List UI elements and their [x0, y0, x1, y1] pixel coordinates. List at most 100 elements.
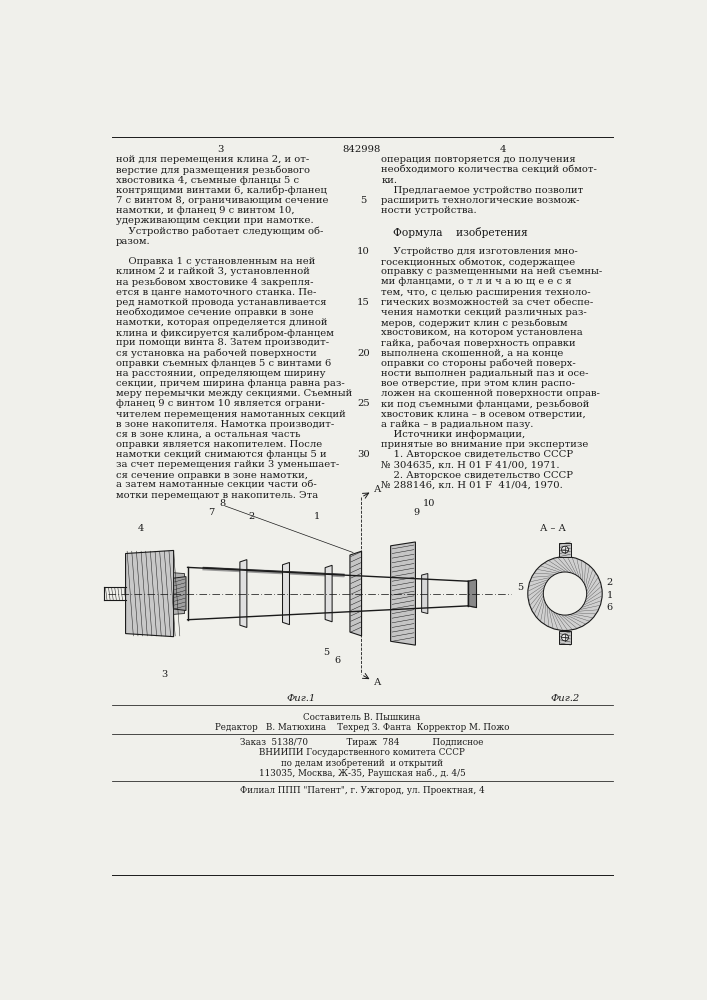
Text: удерживающим секции при намотке.: удерживающим секции при намотке. — [115, 216, 313, 225]
Text: Предлагаемое устройство позволит: Предлагаемое устройство позволит — [381, 186, 583, 195]
Text: меру перемычки между секциями. Съемный: меру перемычки между секциями. Съемный — [115, 389, 352, 398]
Text: ложен на скошенной поверхности оправ-: ложен на скошенной поверхности оправ- — [381, 389, 600, 398]
Text: ся установка на рабочей поверхности: ся установка на рабочей поверхности — [115, 349, 316, 358]
Polygon shape — [559, 543, 571, 557]
Text: тем, что, с целью расширения техноло-: тем, что, с целью расширения техноло- — [381, 288, 591, 297]
Text: необходимого количества секций обмот-: необходимого количества секций обмот- — [381, 166, 597, 175]
Text: оправки является накопителем. После: оправки является накопителем. После — [115, 440, 322, 449]
Text: намотки секций снимаются фланцы 5 и: намотки секций снимаются фланцы 5 и — [115, 450, 326, 459]
Text: 4: 4 — [500, 145, 506, 154]
Text: 1. Авторское свидетельство СССР: 1. Авторское свидетельство СССР — [381, 450, 573, 459]
Text: 9: 9 — [413, 508, 419, 517]
Text: клином 2 и гайкой 3, установленной: клином 2 и гайкой 3, установленной — [115, 267, 310, 276]
Text: 2. Авторское свидетельство СССР: 2. Авторское свидетельство СССР — [381, 471, 573, 480]
Circle shape — [543, 572, 587, 615]
Polygon shape — [203, 567, 344, 577]
Text: госекционных обмоток, содержащее: госекционных обмоток, содержащее — [381, 257, 575, 267]
Text: клина и фиксируется калибром-фланцем: клина и фиксируется калибром-фланцем — [115, 328, 334, 338]
Text: 15: 15 — [357, 298, 370, 307]
Text: 2: 2 — [607, 578, 613, 587]
Text: ки под съемными фланцами, резьбовой: ки под съемными фланцами, резьбовой — [381, 399, 590, 409]
Text: 4: 4 — [138, 524, 144, 533]
Circle shape — [561, 634, 568, 641]
Polygon shape — [174, 596, 185, 604]
Text: А: А — [373, 678, 381, 687]
Text: ности выполнен радиальный паз и осе-: ности выполнен радиальный паз и осе- — [381, 369, 589, 378]
Polygon shape — [283, 562, 289, 625]
Text: 30: 30 — [357, 450, 370, 459]
Polygon shape — [174, 577, 186, 610]
Polygon shape — [126, 550, 174, 637]
Text: 6: 6 — [607, 603, 613, 612]
Polygon shape — [391, 542, 416, 645]
Text: 3: 3 — [161, 670, 168, 679]
Text: ВНИИПИ Государственного комитета СССР: ВНИИПИ Государственного комитета СССР — [259, 748, 464, 757]
Text: чителем перемещения намотанных секций: чителем перемещения намотанных секций — [115, 410, 345, 419]
Text: разом.: разом. — [115, 237, 150, 246]
Text: 5: 5 — [361, 196, 367, 205]
Text: по делам изобретений  и открытий: по делам изобретений и открытий — [281, 758, 443, 768]
Text: хвостовика 4, съемные фланцы 5 с: хвостовика 4, съемные фланцы 5 с — [115, 176, 298, 185]
Text: расширить технологические возмож-: расширить технологические возмож- — [381, 196, 580, 205]
Text: а затем намотанные секции части об-: а затем намотанные секции части об- — [115, 481, 316, 490]
Text: А – А: А – А — [540, 524, 566, 533]
Text: ной для перемещения клина 2, и от-: ной для перемещения клина 2, и от- — [115, 155, 309, 164]
Text: № 304635, кл. Н 01 F 41/00, 1971.: № 304635, кл. Н 01 F 41/00, 1971. — [381, 460, 560, 469]
Text: чения намотки секций различных раз-: чения намотки секций различных раз- — [381, 308, 587, 317]
Text: 1: 1 — [314, 512, 320, 521]
Text: мотки перемещают в накопитель. Эта: мотки перемещают в накопитель. Эта — [115, 491, 317, 500]
Text: выполнена скошенной, а на конце: выполнена скошенной, а на конце — [381, 349, 563, 358]
Text: ред намоткой провода устанавливается: ред намоткой провода устанавливается — [115, 298, 326, 307]
Text: на расстоянии, определяющем ширину: на расстоянии, определяющем ширину — [115, 369, 325, 378]
Text: ности устройства.: ности устройства. — [381, 206, 477, 215]
Text: секции, причем ширина фланца равна раз-: секции, причем ширина фланца равна раз- — [115, 379, 344, 388]
Text: оправку с размещенными на ней съемны-: оправку с размещенными на ней съемны- — [381, 267, 602, 276]
Polygon shape — [174, 573, 185, 580]
Text: Устройство для изготовления мно-: Устройство для изготовления мно- — [381, 247, 578, 256]
Text: 5: 5 — [323, 648, 329, 657]
Text: Фиг.2: Фиг.2 — [550, 694, 580, 703]
Polygon shape — [174, 584, 185, 591]
Text: 2: 2 — [248, 512, 255, 521]
Text: фланец 9 с винтом 10 является ограни-: фланец 9 с винтом 10 является ограни- — [115, 399, 325, 408]
Text: Фиг.1: Фиг.1 — [287, 694, 316, 703]
Circle shape — [561, 546, 568, 553]
Text: за счет перемещения гайки 3 уменьшает-: за счет перемещения гайки 3 уменьшает- — [115, 460, 339, 469]
Text: оправки со стороны рабочей поверх-: оправки со стороны рабочей поверх- — [381, 359, 576, 368]
Text: ки.: ки. — [381, 176, 397, 185]
Text: необходимое сечение оправки в зоне: необходимое сечение оправки в зоне — [115, 308, 313, 317]
Text: 8: 8 — [219, 499, 226, 508]
Text: ется в цанге намоточного станка. Пе-: ется в цанге намоточного станка. Пе- — [115, 288, 316, 297]
Text: 7 с винтом 8, ограничивающим сечение: 7 с винтом 8, ограничивающим сечение — [115, 196, 328, 205]
Text: Оправка 1 с установленным на ней: Оправка 1 с установленным на ней — [115, 257, 315, 266]
Text: 20: 20 — [357, 349, 370, 358]
Circle shape — [528, 557, 602, 631]
Polygon shape — [559, 631, 571, 644]
Polygon shape — [350, 551, 361, 636]
Text: ся сечение оправки в зоне намотки,: ся сечение оправки в зоне намотки, — [115, 471, 308, 480]
Text: Составитель В. Пышкина: Составитель В. Пышкина — [303, 713, 421, 722]
Text: 6: 6 — [335, 656, 341, 665]
Polygon shape — [174, 607, 185, 614]
Text: намотки, и фланец 9 с винтом 10,: намотки, и фланец 9 с винтом 10, — [115, 206, 294, 215]
Polygon shape — [240, 560, 247, 627]
Text: 7: 7 — [208, 508, 214, 517]
Text: контрящими винтами 6, калибр-фланец: контрящими винтами 6, калибр-фланец — [115, 186, 327, 195]
Text: при помощи винта 8. Затем производит-: при помощи винта 8. Затем производит- — [115, 338, 329, 347]
Text: Источники информации,: Источники информации, — [381, 430, 525, 439]
Text: 1: 1 — [607, 591, 613, 600]
Text: в зоне накопителя. Намотка производит-: в зоне накопителя. Намотка производит- — [115, 420, 334, 429]
Polygon shape — [421, 574, 428, 614]
Text: принятые во внимание при экспертизе: принятые во внимание при экспертизе — [381, 440, 589, 449]
Text: 10: 10 — [423, 499, 436, 508]
Text: 3: 3 — [217, 145, 223, 154]
Text: ми фланцами, о т л и ч а ю щ е е с я: ми фланцами, о т л и ч а ю щ е е с я — [381, 277, 572, 286]
Text: 842998: 842998 — [343, 145, 381, 154]
Text: Формула    изобретения: Формула изобретения — [393, 227, 527, 238]
Text: хвостовиком, на котором установлена: хвостовиком, на котором установлена — [381, 328, 583, 337]
Text: ся в зоне клина, а остальная часть: ся в зоне клина, а остальная часть — [115, 430, 300, 439]
Text: верстие для размещения резьбового: верстие для размещения резьбового — [115, 166, 310, 175]
Polygon shape — [325, 565, 332, 622]
Text: вое отверстие, при этом клин распо-: вое отверстие, при этом клин распо- — [381, 379, 575, 388]
Text: хвостовик клина – в осевом отверстии,: хвостовик клина – в осевом отверстии, — [381, 410, 586, 419]
